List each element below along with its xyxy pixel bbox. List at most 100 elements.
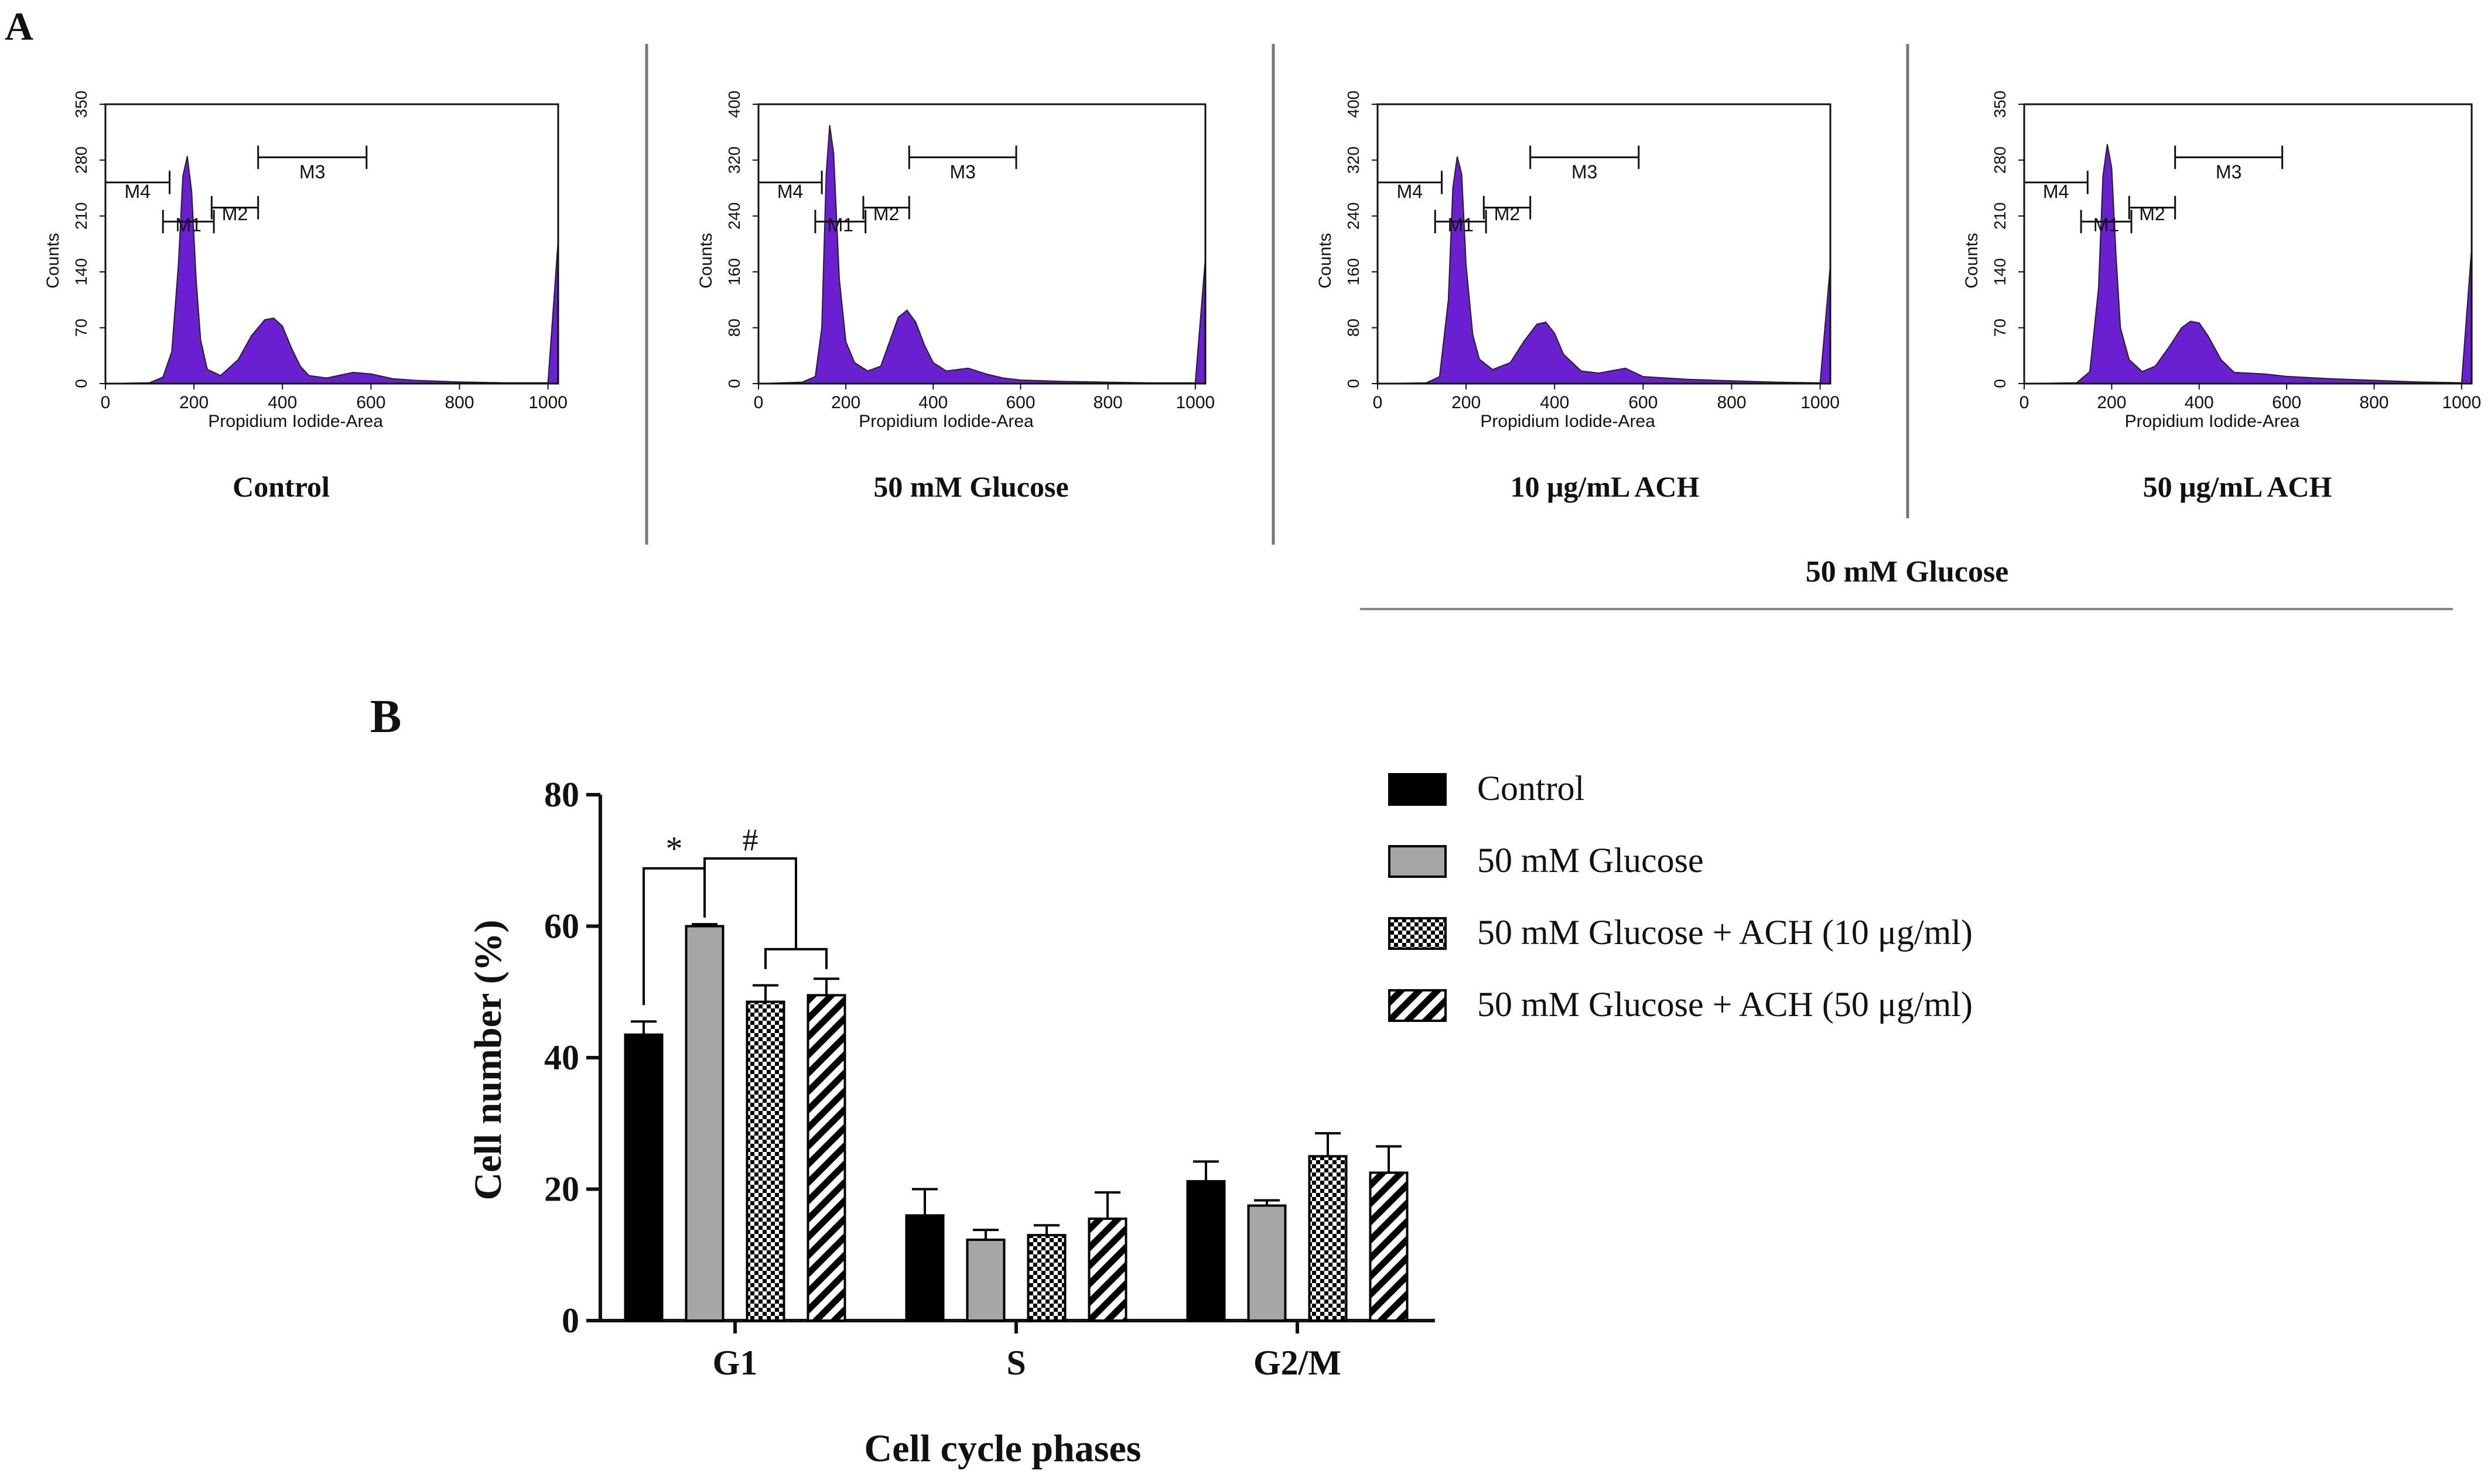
bar bbox=[1308, 1155, 1348, 1322]
x-tick-label: 200 bbox=[1451, 393, 1481, 412]
x-tick-label: 200 bbox=[2097, 393, 2126, 412]
y-tick-label: 210 bbox=[72, 202, 90, 230]
y-tick-label: 0 bbox=[562, 1301, 579, 1340]
bar bbox=[807, 994, 846, 1322]
histogram-fill bbox=[758, 125, 1206, 384]
y-tick-label: 80 bbox=[725, 319, 743, 337]
x-tick-label: 600 bbox=[2272, 393, 2301, 412]
legend-label: 50 mM Glucose bbox=[1477, 841, 1704, 880]
bar bbox=[1247, 1204, 1287, 1322]
x-tick-label: 200 bbox=[831, 393, 860, 412]
y-tick-label: 400 bbox=[725, 91, 743, 118]
histogram-frame bbox=[1376, 103, 1831, 385]
y-axis-title: Counts bbox=[1962, 233, 1981, 289]
marker-label: M4 bbox=[2043, 181, 2069, 202]
legend-swatch bbox=[1388, 773, 1447, 806]
x-tick-label: 600 bbox=[356, 393, 385, 412]
x-axis-title: Propidium Iodide-Area bbox=[859, 412, 1034, 431]
y-tick-label: 0 bbox=[725, 379, 743, 388]
marker-label: M2 bbox=[1494, 203, 1520, 224]
significance-marker: # bbox=[743, 822, 758, 857]
y-tick-label: 280 bbox=[72, 146, 90, 174]
y-tick-label: 400 bbox=[1344, 91, 1362, 118]
x-tick-label: 800 bbox=[445, 393, 474, 412]
bar bbox=[966, 1238, 1006, 1322]
y-tick-label: 40 bbox=[544, 1038, 579, 1077]
y-tick-label: 70 bbox=[1991, 319, 2009, 337]
legend-swatch bbox=[1388, 917, 1447, 950]
x-tick-label: 1000 bbox=[528, 393, 568, 412]
legend-swatch bbox=[1388, 845, 1447, 878]
x-axis-title: Propidium Iodide-Area bbox=[2125, 412, 2300, 431]
y-tick-label: 280 bbox=[1991, 146, 2009, 174]
y-tick-label: 80 bbox=[544, 775, 579, 814]
marker-label: M3 bbox=[299, 161, 325, 182]
x-tick-label: 200 bbox=[179, 393, 209, 412]
x-tick-label: 600 bbox=[1628, 393, 1658, 412]
y-tick-label: 140 bbox=[1991, 258, 2009, 286]
marker-label: M2 bbox=[222, 203, 248, 224]
marker-label: M1 bbox=[175, 214, 201, 235]
x-tick-label: 600 bbox=[1006, 393, 1035, 412]
bar-chart-legend: Control 50 mM Glucose 50 mM Glucose + ACH … bbox=[1388, 769, 1973, 1024]
marker-label: M1 bbox=[2093, 214, 2119, 235]
y-tick-label: 80 bbox=[1344, 319, 1362, 337]
legend-label: Control bbox=[1477, 769, 1584, 808]
x-tick-label: G2/M bbox=[1253, 1343, 1341, 1382]
y-tick-label: 350 bbox=[1991, 91, 2009, 118]
bar bbox=[1027, 1234, 1067, 1322]
x-tick-label: S bbox=[1006, 1343, 1026, 1382]
y-tick-label: 70 bbox=[72, 319, 90, 337]
histogram-control: 0 70 140 210 280 350 0 200 400 600 800 1000 Propidiu… bbox=[43, 91, 568, 503]
significance-bracket bbox=[703, 857, 797, 949]
significance-marker: * bbox=[666, 830, 683, 868]
x-tick-label: 0 bbox=[101, 393, 111, 412]
x-axis-title: Cell cycle phases bbox=[864, 1427, 1142, 1470]
x-tick-label: 800 bbox=[1094, 393, 1123, 412]
histogram-ach-10: 0 80 160 240 320 400 0 200 400 600 800 1000 Propidiu… bbox=[1315, 91, 1840, 503]
x-tick-label: 400 bbox=[918, 393, 948, 412]
panel-b-label: B bbox=[370, 691, 401, 743]
x-tick-label: G1 bbox=[713, 1343, 758, 1382]
marker-label: M4 bbox=[1397, 181, 1423, 202]
bar bbox=[1369, 1171, 1409, 1322]
marker-label: M2 bbox=[2139, 203, 2165, 224]
y-axis-title: Counts bbox=[43, 233, 63, 289]
bar bbox=[1186, 1180, 1226, 1322]
group-caption: 50 mM Glucose bbox=[1806, 555, 2009, 589]
y-tick-label: 140 bbox=[72, 258, 90, 286]
y-tick-label: 320 bbox=[1344, 146, 1362, 174]
bar bbox=[905, 1214, 945, 1322]
histogram-glucose: 0 80 160 240 320 400 0 200 400 600 800 1000 Propidiu… bbox=[696, 91, 1215, 503]
marker-label: M2 bbox=[873, 203, 899, 224]
y-tick-label: 20 bbox=[544, 1170, 579, 1209]
legend-label: 50 mM Glucose + ACH (50 μg/ml) bbox=[1477, 985, 1973, 1024]
x-tick-label: 400 bbox=[268, 393, 297, 412]
legend-swatch bbox=[1388, 989, 1447, 1022]
x-tick-label: 1000 bbox=[1176, 393, 1215, 412]
bar bbox=[746, 1000, 785, 1322]
x-axis-title: Propidium Iodide-Area bbox=[208, 412, 383, 431]
histogram-frame bbox=[2023, 103, 2473, 385]
x-axis-title: Propidium Iodide-Area bbox=[1480, 412, 1655, 431]
x-tick-label: 800 bbox=[1717, 393, 1746, 412]
marker-label: M3 bbox=[1571, 161, 1597, 182]
histogram-fill bbox=[1377, 156, 1831, 384]
significance-bracket-pair bbox=[764, 948, 828, 969]
y-tick-label: 60 bbox=[544, 907, 579, 946]
marker-label: M3 bbox=[2216, 161, 2241, 182]
panel-a-label: A bbox=[5, 4, 33, 49]
x-tick-label: 800 bbox=[2359, 393, 2389, 412]
histogram-frame bbox=[757, 103, 1207, 385]
marker-label: M1 bbox=[828, 214, 853, 235]
y-tick-label: 240 bbox=[1344, 202, 1362, 230]
y-tick-label: 210 bbox=[1991, 202, 2009, 230]
histogram-caption: 10 μg/mL ACH bbox=[1511, 470, 1700, 503]
marker-label: M4 bbox=[777, 181, 803, 202]
bar bbox=[685, 925, 725, 1322]
histogram-fill bbox=[2024, 143, 2472, 384]
histogram-caption: 50 μg/mL ACH bbox=[2143, 470, 2332, 503]
bar bbox=[1088, 1218, 1127, 1322]
y-tick-label: 0 bbox=[72, 379, 90, 388]
